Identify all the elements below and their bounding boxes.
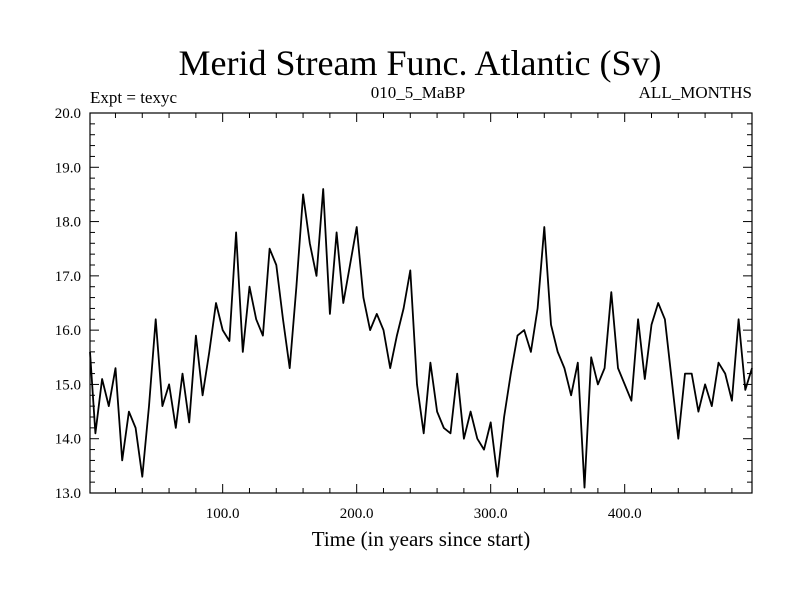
y-axis: 13.0 14.0 15.0 16.0 17.0 18.0 19.0 20.0 [55,106,752,502]
x-tick-label: 200.0 [340,506,374,522]
header-left-text: Expt = texyc [90,88,177,107]
y-tick-label: 18.0 [55,215,81,231]
x-tick-label: 400.0 [608,506,642,522]
x-tick-label: 100.0 [206,506,240,522]
x-axis: 100.0 200.0 300.0 400.0 [114,113,733,522]
plot-frame [89,112,753,494]
header-center-text: 010_5_MaBP [371,83,465,102]
y-tick-label: 15.0 [55,377,81,393]
header-right-text: ALL_MONTHS [639,83,752,102]
y-tick-label: 17.0 [55,269,81,285]
y-tick-label: 20.0 [55,106,81,122]
y-tick-label: 14.0 [55,432,81,448]
x-tick-label: 300.0 [474,506,508,522]
series-line [89,188,753,489]
x-axis-label: Time (in years since start) [312,527,531,551]
chart-title: Merid Stream Func. Atlantic (Sv) [179,43,662,83]
y-tick-label: 19.0 [55,160,81,176]
y-tick-label: 13.0 [55,486,81,502]
y-tick-label: 16.0 [55,323,81,339]
